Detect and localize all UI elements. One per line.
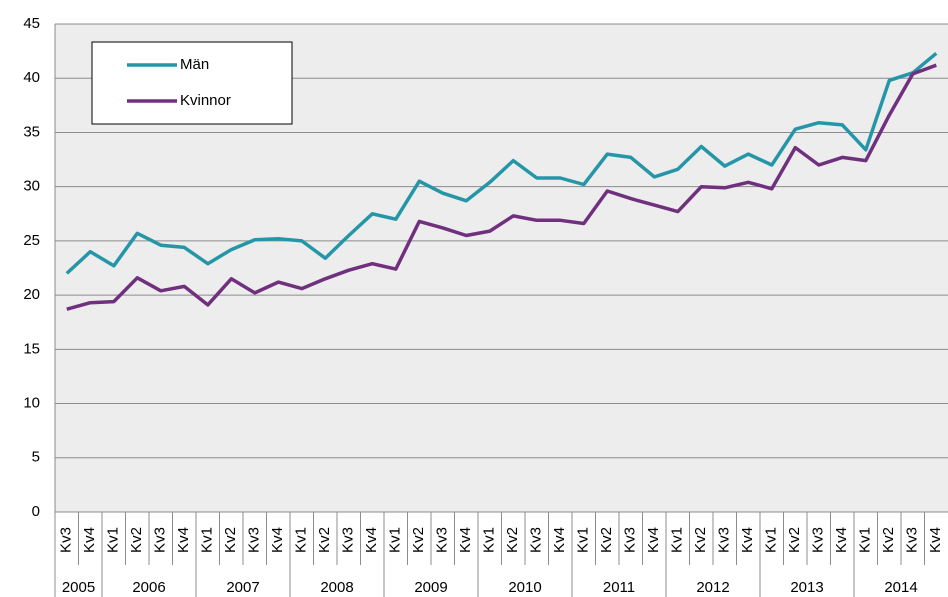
x-tick-label: Kv4 <box>175 527 192 553</box>
series-line <box>65 51 938 275</box>
x-tick-label: Kv3 <box>434 527 451 553</box>
x-tick-label: Kv3 <box>58 527 75 553</box>
y-tick-label: 5 <box>32 449 40 466</box>
y-tick-label: 10 <box>23 395 40 412</box>
x-group-label: 2010 <box>508 579 541 596</box>
x-tick-label: Kv1 <box>293 527 310 553</box>
x-tick-label: Kv2 <box>880 527 897 553</box>
x-group-label: 2007 <box>226 579 259 596</box>
legend-label: Kvinnor <box>180 92 231 109</box>
legend-label: Män <box>180 56 209 73</box>
x-tick-label: Kv2 <box>692 527 709 553</box>
x-tick-label: Kv3 <box>528 527 545 553</box>
y-tick-label: 25 <box>23 232 40 249</box>
y-tick-label: 30 <box>23 178 40 195</box>
x-tick-label: Kv2 <box>128 527 145 553</box>
x-tick-label: Kv3 <box>340 527 357 553</box>
x-tick-label: Kv4 <box>645 527 662 553</box>
x-tick-label: Kv4 <box>269 527 286 553</box>
x-tick-label: Kv2 <box>598 527 615 553</box>
x-tick-label: Kv3 <box>152 527 169 553</box>
x-tick-label: Kv4 <box>927 527 944 553</box>
x-tick-label: Kv4 <box>833 527 850 553</box>
x-group-label: 2005 <box>62 579 95 596</box>
x-tick-label: Kv1 <box>857 527 874 553</box>
x-tick-label: Kv4 <box>551 527 568 553</box>
x-group-label: 2013 <box>790 579 823 596</box>
x-tick-label: Kv3 <box>622 527 639 553</box>
x-tick-label: Kv1 <box>199 527 216 553</box>
x-tick-label: Kv1 <box>669 527 686 553</box>
series-line <box>66 63 937 311</box>
x-group-label: 2009 <box>414 579 447 596</box>
x-tick-label: Kv3 <box>716 527 733 553</box>
x-tick-label: Kv2 <box>316 527 333 553</box>
y-tick-label: 40 <box>23 69 40 86</box>
x-tick-label: Kv1 <box>763 527 780 553</box>
x-tick-label: Kv4 <box>739 527 756 553</box>
x-tick-label: Kv1 <box>105 527 122 553</box>
x-tick-label: Kv1 <box>575 527 592 553</box>
x-tick-label: Kv1 <box>387 527 404 553</box>
x-tick-label: Kv3 <box>904 527 921 553</box>
x-group-label: 2012 <box>696 579 729 596</box>
x-tick-label: Kv3 <box>810 527 827 553</box>
x-group-label: 2011 <box>603 579 635 596</box>
x-tick-label: Kv2 <box>222 527 239 553</box>
x-group-label: 2014 <box>884 579 917 596</box>
y-tick-label: 0 <box>32 503 40 520</box>
x-tick-label: Kv2 <box>410 527 427 553</box>
x-group-label: 2006 <box>132 579 165 596</box>
x-tick-label: Kv3 <box>246 527 263 553</box>
y-tick-label: 15 <box>23 340 40 357</box>
x-tick-label: Kv2 <box>504 527 521 553</box>
y-tick-label: 20 <box>23 286 40 303</box>
y-tick-label: 35 <box>23 123 40 140</box>
x-group-label: 2008 <box>320 579 353 596</box>
y-tick-label: 45 <box>23 15 40 32</box>
x-tick-label: Kv4 <box>363 527 380 553</box>
x-tick-label: Kv4 <box>457 527 474 553</box>
x-tick-label: Kv1 <box>481 527 498 553</box>
legend-box <box>91 41 293 125</box>
x-tick-label: Kv4 <box>81 527 98 553</box>
x-tick-label: Kv2 <box>786 527 803 553</box>
